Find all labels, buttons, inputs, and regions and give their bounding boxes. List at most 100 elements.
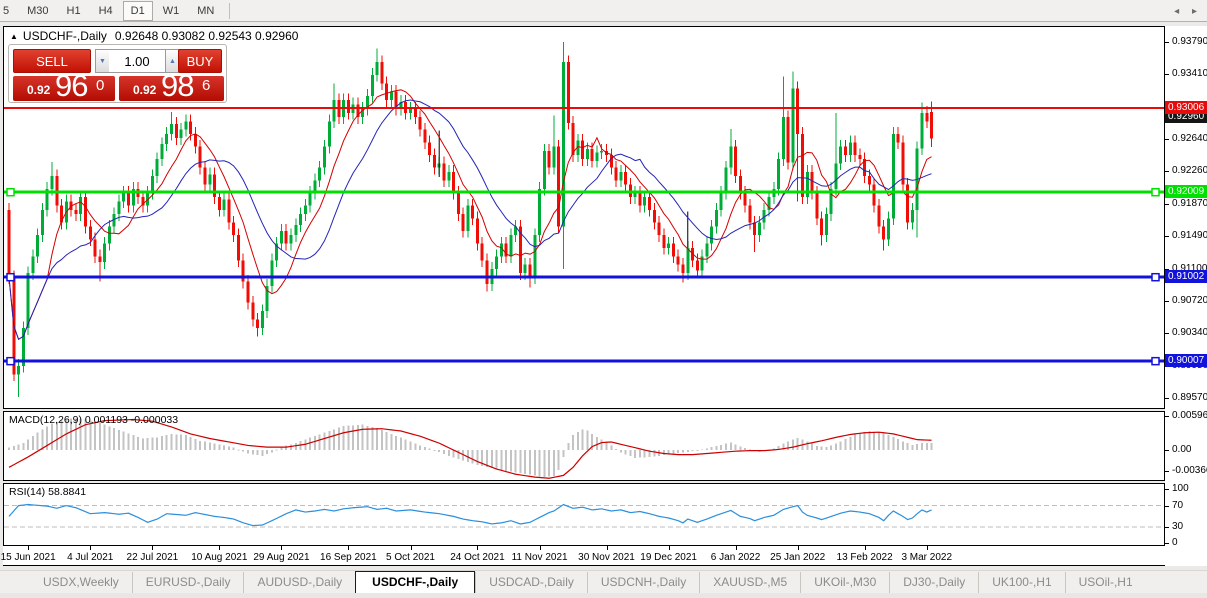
macd-histogram-bar [237,449,240,451]
chart-tab-USDCNH-Daily[interactable]: USDCNH-,Daily [586,572,699,593]
price-axis-tick [1165,41,1169,43]
timeframe-button-M30[interactable]: M30 [27,4,49,17]
macd-histogram-bar [567,443,570,451]
chart-tab-AUDUSD-Daily[interactable]: AUDUSD-,Daily [243,572,355,593]
candle-body [643,197,647,206]
macd-histogram-bar [371,426,374,451]
macd-histogram-bar [505,450,508,471]
candle-body [107,226,111,244]
timeframe-button-D1[interactable]: D1 [122,0,153,21]
macd-histogram-bar [79,418,82,451]
timeframe-button-5[interactable]: 5 [3,4,10,17]
hline-handle[interactable] [6,272,15,282]
candle-body [848,142,852,156]
date-axis-tick [797,546,799,550]
chart-tab-XAUUSD-M5[interactable]: XAUUSD-,M5 [699,572,800,593]
macd-histogram-bar [98,423,101,451]
candle-body [103,243,107,263]
chart-tab-EURUSD-Daily[interactable]: EURUSD-,Daily [131,572,244,593]
chart-tab-USDCHF-Daily[interactable]: USDCHF-,Daily [355,571,476,594]
macd-histogram-bar [51,423,54,451]
candle-body [561,62,565,227]
timeframe-button-H1[interactable]: H1 [66,4,81,17]
sell-price-display[interactable]: 0.92 96 0 [13,76,115,101]
chart-tab-UK100-H1[interactable]: UK100-,H1 [978,572,1064,593]
toolbar-separator [229,2,231,19]
macd-histogram-bar [108,426,111,451]
macd-histogram-bar [581,429,584,451]
tab-scroll-right-icon[interactable]: ▸ [1191,6,1197,17]
hline-handle[interactable] [1151,356,1160,366]
macd-histogram-bar [648,450,651,457]
sell-price-prefix: 0.92 [27,83,51,97]
candle-body [40,209,44,236]
candle-body [877,205,881,227]
chart-tab-UKOil-M30[interactable]: UKOil-,M30 [800,572,889,593]
candle-body [834,163,838,189]
rsi-indicator-panel[interactable]: RSI(14) 58.8841 [3,483,1165,546]
candle-body [442,163,446,181]
macd-histogram-bar [438,450,441,452]
hline-handle[interactable] [1151,272,1160,282]
candle-body [624,171,628,185]
macd-histogram-bar [70,418,73,451]
macd-histogram-bar [643,450,646,458]
volume-decrease-button[interactable]: ▼ [95,49,110,73]
macd-histogram-bar [22,443,25,451]
macd-histogram-bar [744,448,747,451]
candle-body [251,302,255,320]
hline-handle[interactable] [6,356,15,366]
date-axis-tick [477,546,479,550]
timeframe-button-H4[interactable]: H4 [98,4,113,17]
candle-body [246,281,250,303]
date-axis-label: 22 Jul 2021 [126,552,179,563]
date-axis-label: 16 Sep 2021 [320,552,377,563]
price-axis-label: 0.93410 [1172,68,1207,79]
candle-body [203,167,207,185]
macd-axis-label: 0.005963 [1172,409,1207,421]
candle-body [777,159,781,189]
volume-input[interactable]: 1.00 [109,49,165,73]
buy-button[interactable]: BUY [178,49,222,73]
macd-histogram-bar [524,450,527,474]
tab-scroll-left-icon[interactable]: ◂ [1174,6,1180,17]
candlestick-chart[interactable] [4,27,1164,408]
chart-tab-USDCAD-Daily[interactable]: USDCAD-,Daily [475,572,587,593]
macd-indicator-panel[interactable]: MACD(12,26,9) 0.001193 -0.000033 [3,411,1165,481]
chart-tab-DJ30-Daily[interactable]: DJ30-,Daily [889,572,978,593]
candle-body [762,209,766,223]
macd-histogram-bar [141,438,144,451]
macd-histogram-bar [543,450,546,478]
macd-histogram-bar [634,450,637,459]
macd-histogram-bar [94,421,97,451]
hline-handle[interactable] [1151,187,1160,197]
rsi-axis-label: 30 [1172,521,1184,533]
rsi-axis-label: 0 [1172,537,1178,549]
sell-button[interactable]: SELL [13,49,91,73]
date-axis-tick [926,546,928,550]
candle-body [686,247,690,274]
buy-price-display[interactable]: 0.92 98 6 [119,76,224,101]
macd-histogram-bar [777,446,780,451]
macd-histogram-bar [261,450,264,456]
date-axis-label: 10 Aug 2021 [191,552,248,563]
macd-histogram-bar [466,450,469,462]
chart-tab-USDX-Weekly[interactable]: USDX,Weekly [43,575,119,589]
candle-body [753,222,757,236]
macd-histogram-bar [385,431,388,451]
collapse-triangle-icon[interactable]: ▲ [10,32,18,41]
buy-price-prefix: 0.92 [133,83,157,97]
hline-handle[interactable] [6,187,15,197]
candle-body [781,117,785,160]
macd-histogram-bar [46,426,49,451]
timeframe-button-MN[interactable]: MN [197,4,215,17]
chart-tab-USOil-H1[interactable]: USOil-,H1 [1064,572,1146,593]
date-axis-tick [410,546,412,550]
candle-body [734,146,738,177]
macd-histogram-bar [672,450,675,454]
macd-histogram-bar [151,437,154,451]
macd-histogram-bar [906,443,909,451]
timeframe-button-W1[interactable]: W1 [162,4,180,17]
macd-histogram-bar [452,450,455,458]
macd-histogram-bar [184,435,187,451]
